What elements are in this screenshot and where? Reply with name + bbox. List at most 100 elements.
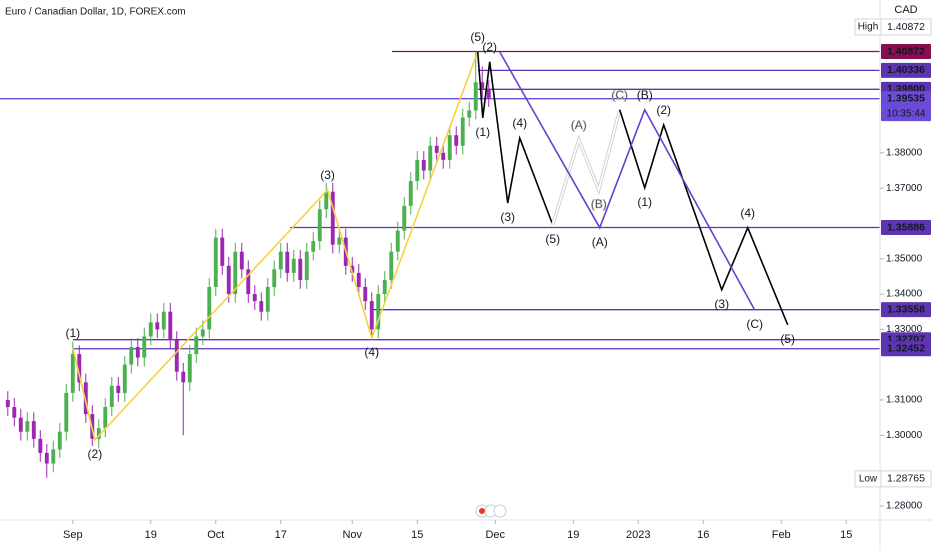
candle-body — [18, 417, 23, 432]
candle-body — [486, 89, 491, 99]
candle-body — [285, 251, 290, 273]
wave-label: (4) — [512, 116, 527, 130]
candle-body — [428, 145, 433, 171]
level-label: 1.32452 — [887, 342, 925, 354]
x-tick-label: 15 — [840, 529, 852, 541]
wave-label: (C) — [746, 317, 763, 331]
level-label: 1.33558 — [887, 303, 925, 315]
candle-body — [356, 272, 361, 288]
y-tick-label: 1.35000 — [886, 253, 923, 264]
candle-body — [174, 339, 179, 372]
candle-body — [44, 452, 49, 464]
candle-body — [116, 385, 121, 393]
wave-label: (5) — [780, 332, 795, 346]
wave-line — [72, 51, 479, 442]
candle-body — [350, 265, 355, 273]
level-label-box — [881, 302, 931, 318]
candle-body — [376, 294, 381, 330]
y-tick-label: 1.33000 — [886, 324, 923, 335]
candle-body — [187, 354, 192, 383]
candle-body — [122, 364, 127, 393]
candle-body — [129, 347, 134, 365]
low-tag: Low — [859, 474, 878, 485]
candle-body — [239, 251, 244, 270]
candle-body — [213, 237, 218, 288]
candle-body — [77, 354, 82, 383]
candle-body — [161, 311, 166, 330]
wave-label: (B) — [637, 88, 653, 102]
candle-body — [246, 269, 251, 295]
wave-label: (1) — [475, 125, 490, 139]
wave-label: (B) — [591, 197, 607, 211]
candle-body — [194, 336, 199, 355]
candle-body — [473, 82, 478, 111]
candle-body — [389, 251, 394, 280]
event-icons — [475, 504, 507, 518]
x-tick-label: Oct — [207, 529, 224, 541]
level-label-box — [881, 62, 931, 78]
level-label: 1.40872 — [887, 45, 925, 57]
wave-label: (2) — [482, 40, 497, 54]
x-tick-label: Sep — [63, 529, 83, 541]
candle-body — [460, 117, 465, 146]
x-tick-label: 19 — [145, 529, 157, 541]
wave-label: (3) — [320, 168, 335, 182]
level-time: 10:35:44 — [887, 108, 926, 119]
candle-body — [25, 421, 30, 432]
candle-body — [109, 385, 114, 408]
candle-body — [395, 230, 400, 252]
candle-body — [64, 392, 69, 432]
candle-body — [311, 241, 316, 252]
candle-body — [369, 301, 374, 330]
wave-line — [551, 109, 621, 226]
candle-body — [148, 322, 153, 337]
candle-body — [434, 145, 439, 153]
candle-body — [298, 258, 303, 280]
x-tick-label: 2023 — [626, 529, 650, 541]
wave-label: (3) — [500, 210, 515, 224]
candle-body — [252, 294, 257, 302]
candle-body — [51, 449, 56, 464]
plot-area: (1) (2) (3) (4) (5) (1) (2) (3) (4) (5) (A) (B) (C) (… — [0, 30, 880, 478]
y-tick-label: 1.34000 — [886, 289, 923, 300]
wave-label: (C) — [611, 88, 628, 102]
wave-label: (3) — [714, 297, 729, 311]
candle-body — [96, 428, 101, 439]
candle-body — [168, 311, 173, 340]
wave-label: (1) — [637, 195, 652, 209]
candle-body — [382, 279, 387, 295]
x-tick-label: 15 — [411, 529, 423, 541]
candle-body — [408, 181, 413, 206]
high-tag: High — [858, 22, 879, 33]
low-value: 1.28765 — [887, 473, 925, 485]
candle-body — [220, 237, 225, 266]
candle-body — [304, 251, 309, 280]
wave-label: (A) — [571, 118, 587, 132]
candle-body — [38, 438, 43, 453]
candle-body — [441, 152, 446, 160]
wave-label: (5) — [470, 30, 485, 44]
candle-body — [454, 135, 459, 146]
candle-body — [226, 265, 231, 295]
high-value: 1.40872 — [887, 21, 925, 33]
candle-body — [421, 159, 426, 171]
candle-body — [415, 159, 420, 182]
candle-body — [291, 258, 296, 273]
candle-body — [83, 382, 88, 415]
candle-body — [272, 269, 277, 288]
wave-label: (5) — [545, 232, 560, 246]
level-label: 1.40336 — [887, 64, 925, 76]
wave-line — [499, 51, 756, 311]
candle-body — [5, 399, 10, 408]
candle-body — [181, 371, 186, 383]
candle-body — [402, 205, 407, 231]
currency: CAD — [894, 4, 917, 16]
y-tick-label: 1.37000 — [886, 183, 923, 194]
candle-body — [363, 287, 368, 302]
candle-body — [31, 421, 36, 439]
level-label-box — [881, 43, 931, 59]
candle-body — [70, 354, 75, 393]
x-tick-label: 19 — [567, 529, 579, 541]
